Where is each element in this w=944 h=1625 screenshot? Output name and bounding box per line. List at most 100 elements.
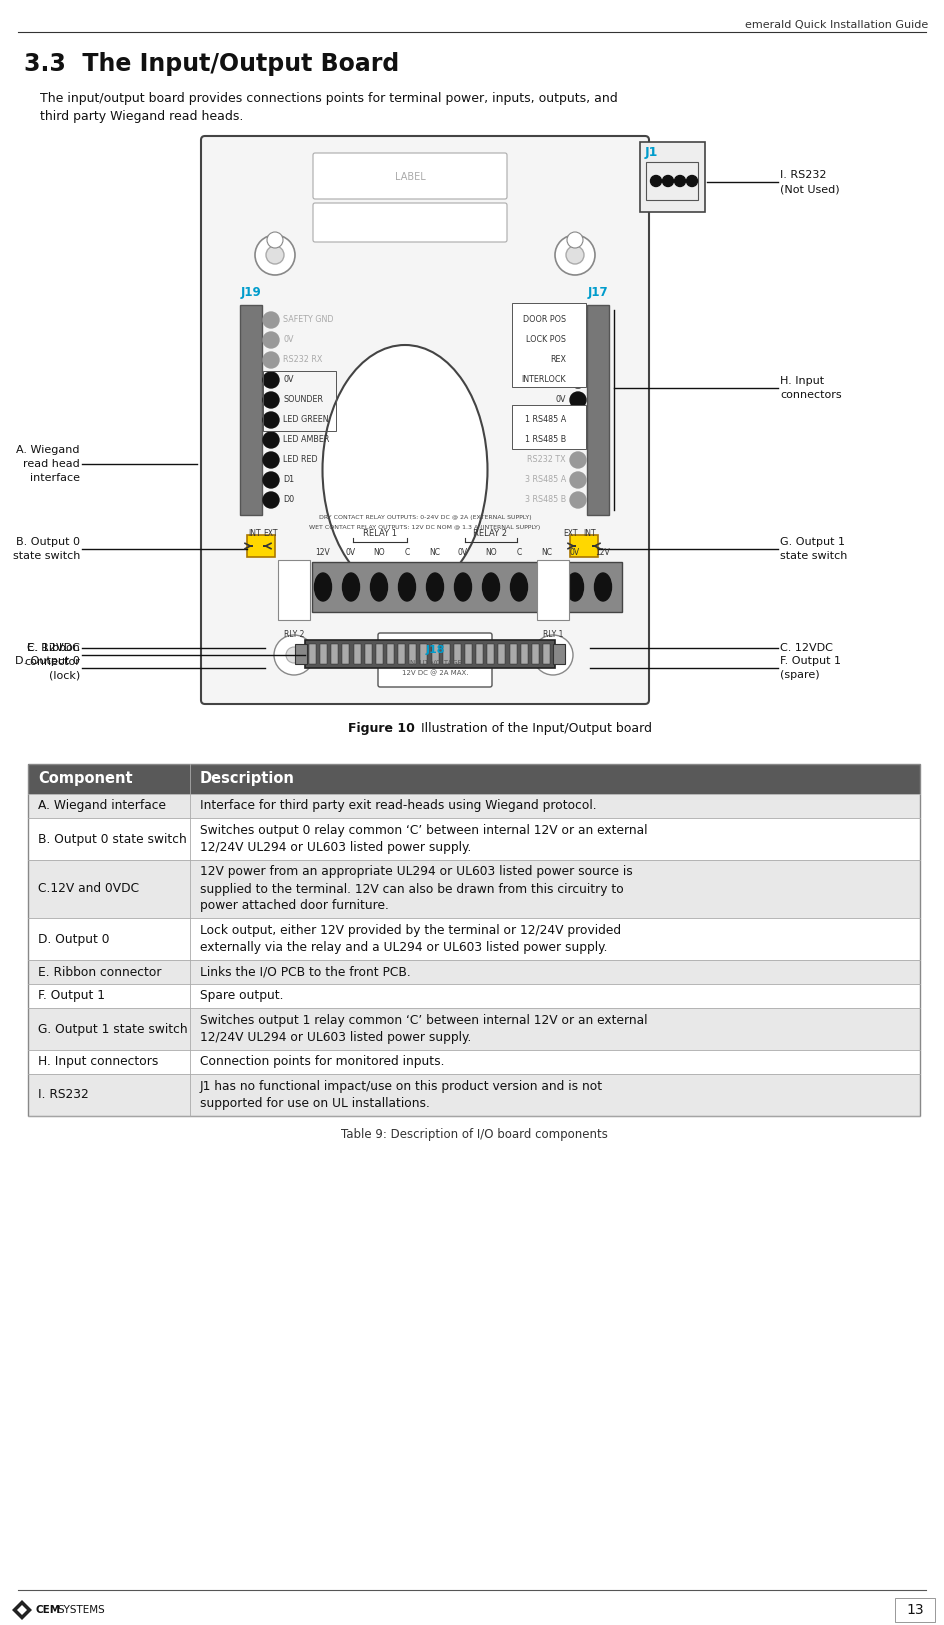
Circle shape: [267, 232, 283, 249]
Bar: [465, 644, 472, 665]
Text: 0V: 0V: [570, 548, 580, 557]
Text: WET CONTACT RELAY OUTPUTS: 12V DC NOM @ 1.3 A (INTERNAL SUPPLY): WET CONTACT RELAY OUTPUTS: 12V DC NOM @ …: [310, 525, 541, 530]
Text: 12V power from an appropriate UL294 or UL603 listed power source is
supplied to : 12V power from an appropriate UL294 or U…: [200, 866, 632, 913]
Text: NC: NC: [542, 548, 552, 557]
Text: C: C: [516, 548, 522, 557]
Text: B. Output 0 state switch: B. Output 0 state switch: [38, 832, 187, 845]
Text: D1: D1: [283, 476, 295, 484]
Text: Figure 10: Figure 10: [348, 722, 415, 734]
Bar: [420, 644, 428, 665]
Ellipse shape: [454, 574, 471, 601]
Text: read head: read head: [24, 458, 80, 470]
FancyBboxPatch shape: [313, 153, 507, 198]
Text: 0V: 0V: [346, 548, 356, 557]
Text: Spare output.: Spare output.: [200, 990, 283, 1003]
Bar: [454, 644, 461, 665]
Text: F. Output 1: F. Output 1: [780, 656, 841, 666]
FancyBboxPatch shape: [313, 203, 507, 242]
Text: INT: INT: [583, 530, 597, 538]
Text: I. RS232: I. RS232: [38, 1089, 89, 1102]
Text: F. Output 1: F. Output 1: [38, 990, 105, 1003]
Text: 3.3  The Input/Output Board: 3.3 The Input/Output Board: [24, 52, 399, 76]
Text: I. RS232: I. RS232: [780, 171, 827, 180]
Bar: [28, 960, 920, 985]
Bar: [537, 561, 569, 621]
Text: NO: NO: [485, 548, 497, 557]
Ellipse shape: [323, 344, 487, 595]
Bar: [28, 817, 920, 860]
Bar: [521, 644, 528, 665]
Circle shape: [263, 312, 279, 328]
Text: 1 RS485 B: 1 RS485 B: [525, 436, 566, 445]
Text: A. Wiegand: A. Wiegand: [16, 445, 80, 455]
Circle shape: [566, 245, 584, 263]
Text: C. 12VDC: C. 12VDC: [780, 644, 833, 653]
Text: H. Input: H. Input: [780, 375, 824, 387]
Circle shape: [570, 353, 586, 367]
Text: 3 RS485 B: 3 RS485 B: [525, 496, 566, 504]
Bar: [476, 644, 483, 665]
Text: D. Output 0: D. Output 0: [38, 933, 110, 946]
Bar: [312, 562, 622, 613]
Circle shape: [263, 452, 279, 468]
Text: Connection points for monitored inputs.: Connection points for monitored inputs.: [200, 1056, 445, 1069]
Text: G. Output 1 state switch: G. Output 1 state switch: [38, 1022, 188, 1035]
Text: 12V: 12V: [315, 548, 330, 557]
Circle shape: [686, 176, 698, 187]
Text: The input/output board provides connections points for terminal power, inputs, o: The input/output board provides connecti…: [40, 93, 617, 124]
Text: Lock output, either 12V provided by the terminal or 12/24V provided
externally v: Lock output, either 12V provided by the …: [200, 925, 621, 954]
Text: E. Ribbon: E. Ribbon: [27, 644, 80, 653]
Ellipse shape: [314, 574, 331, 601]
Bar: [320, 644, 328, 665]
Text: G. Output 1: G. Output 1: [780, 536, 845, 548]
Ellipse shape: [511, 574, 528, 601]
Circle shape: [675, 176, 685, 187]
Circle shape: [263, 332, 279, 348]
Bar: [278, 561, 310, 621]
Text: E. Ribbon connector: E. Ribbon connector: [38, 965, 161, 978]
Bar: [431, 644, 439, 665]
Text: J17: J17: [588, 286, 608, 299]
Bar: [28, 1074, 920, 1116]
Bar: [354, 644, 361, 665]
Text: (lock): (lock): [49, 670, 80, 679]
Text: INT: INT: [248, 530, 261, 538]
Text: Links the I/O PCB to the front PCB.: Links the I/O PCB to the front PCB.: [200, 965, 411, 978]
Bar: [28, 985, 920, 1008]
Text: RELAY 2: RELAY 2: [473, 530, 507, 538]
Circle shape: [545, 647, 561, 663]
Bar: [512, 405, 586, 449]
Text: Illustration of the Input/Output board: Illustration of the Input/Output board: [417, 722, 652, 734]
Bar: [498, 644, 505, 665]
Text: 3 RS485 A: 3 RS485 A: [525, 476, 566, 484]
Text: Table 9: Description of I/O board components: Table 9: Description of I/O board compon…: [341, 1128, 607, 1141]
Bar: [587, 306, 609, 515]
Circle shape: [263, 492, 279, 509]
Circle shape: [263, 372, 279, 388]
Circle shape: [266, 245, 284, 263]
Text: REX: REX: [550, 356, 566, 364]
Bar: [531, 644, 539, 665]
Circle shape: [570, 432, 586, 448]
Ellipse shape: [566, 574, 583, 601]
Bar: [543, 644, 550, 665]
Circle shape: [263, 413, 279, 427]
Bar: [28, 764, 920, 795]
Circle shape: [570, 392, 586, 408]
Bar: [305, 640, 555, 668]
Text: 0V: 0V: [458, 548, 468, 557]
Polygon shape: [12, 1601, 32, 1620]
Text: 13: 13: [906, 1602, 924, 1617]
Bar: [28, 1008, 920, 1050]
Bar: [443, 644, 449, 665]
Ellipse shape: [427, 574, 444, 601]
Bar: [895, 1597, 935, 1622]
Text: Switches output 1 relay common ‘C’ between internal 12V or an external
12/24V UL: Switches output 1 relay common ‘C’ betwe…: [200, 1014, 648, 1043]
Bar: [387, 644, 394, 665]
Text: LED AMBER: LED AMBER: [283, 436, 329, 445]
Circle shape: [263, 353, 279, 367]
Text: Component: Component: [38, 772, 132, 786]
Text: 1 RS485 A: 1 RS485 A: [525, 416, 566, 424]
Text: H. Input connectors: H. Input connectors: [38, 1056, 159, 1069]
Circle shape: [263, 471, 279, 487]
